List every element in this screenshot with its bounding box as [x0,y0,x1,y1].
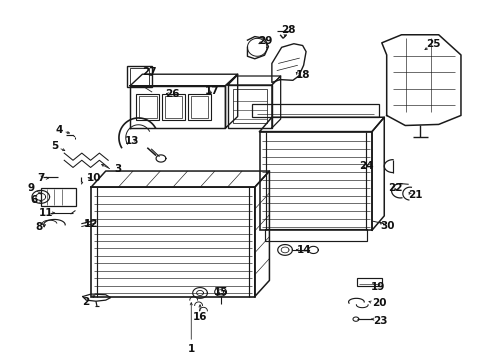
Bar [130,68,149,85]
Text: 1: 1 [188,343,195,354]
Text: 5: 5 [51,141,58,151]
Text: 19: 19 [371,282,385,292]
Text: 13: 13 [124,136,139,146]
Text: 10: 10 [87,173,102,183]
Text: 27: 27 [143,67,157,77]
Text: 9: 9 [27,183,35,193]
Text: 16: 16 [193,312,207,322]
Text: 8: 8 [35,222,43,231]
Text: 18: 18 [295,70,310,80]
Text: 15: 15 [214,287,229,297]
Text: 24: 24 [359,161,373,171]
Bar [233,89,267,123]
Text: 12: 12 [84,219,98,229]
Bar [165,96,182,118]
Text: 11: 11 [38,208,53,218]
Text: 26: 26 [166,89,180,99]
Text: 3: 3 [114,164,122,174]
Text: 28: 28 [281,25,295,35]
Text: 29: 29 [258,36,273,46]
Bar [127,66,152,87]
Bar [260,132,372,230]
Text: 2: 2 [83,297,90,307]
Text: 22: 22 [388,183,403,193]
Text: 14: 14 [297,245,312,255]
Text: 4: 4 [56,125,63,135]
Bar [41,188,76,206]
Bar [191,96,208,118]
Text: 17: 17 [204,86,219,96]
Bar [265,229,367,241]
Bar [188,94,211,120]
Bar [228,85,272,128]
Text: 6: 6 [30,195,38,205]
Text: 21: 21 [408,190,422,200]
Bar [252,104,379,117]
Bar [136,94,159,120]
Bar [91,187,255,297]
Text: 7: 7 [37,173,45,183]
Bar [139,96,157,118]
Text: 30: 30 [380,221,395,231]
Text: 25: 25 [426,40,441,49]
Bar [162,94,185,120]
Text: 20: 20 [372,298,387,308]
Bar [357,278,382,286]
Text: 23: 23 [373,316,388,325]
